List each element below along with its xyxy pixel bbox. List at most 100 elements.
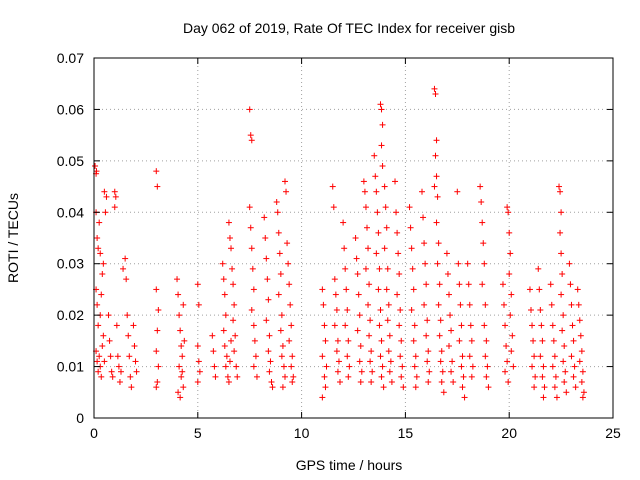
data-point <box>397 307 404 313</box>
data-point <box>286 337 293 344</box>
data-point <box>101 188 108 195</box>
data-point <box>431 183 438 190</box>
data-point <box>454 188 461 195</box>
data-point <box>539 337 546 344</box>
data-point <box>419 188 426 195</box>
data-point <box>178 343 185 349</box>
data-point <box>101 358 108 365</box>
data-point <box>411 322 418 329</box>
data-point <box>212 373 219 380</box>
data-point <box>377 101 384 108</box>
data-point <box>400 384 407 391</box>
data-point <box>275 229 282 236</box>
data-point <box>395 250 402 257</box>
data-point <box>288 363 295 370</box>
data-point <box>368 379 375 385</box>
data-point <box>322 337 329 344</box>
data-point <box>368 348 375 355</box>
data-point <box>437 358 444 365</box>
data-point <box>109 373 116 380</box>
data-point <box>529 363 536 370</box>
data-point <box>100 332 107 339</box>
data-point <box>361 188 368 195</box>
data-point <box>99 271 106 277</box>
data-point <box>385 348 392 355</box>
data-point <box>386 368 393 375</box>
data-point <box>549 363 556 370</box>
data-point <box>579 394 586 401</box>
data-point <box>94 235 101 241</box>
data-point <box>247 132 254 139</box>
grid-lines <box>94 58 613 418</box>
data-point <box>280 363 287 370</box>
data-point <box>323 363 330 370</box>
data-point <box>423 281 430 288</box>
data-point <box>252 353 259 360</box>
data-point <box>397 353 404 360</box>
data-point <box>506 271 513 277</box>
data-point <box>333 307 340 313</box>
data-point <box>321 322 328 329</box>
data-point <box>365 301 372 308</box>
data-point <box>560 312 567 319</box>
data-point <box>465 281 472 288</box>
data-point <box>431 85 438 92</box>
data-point <box>575 301 582 308</box>
data-point <box>261 214 268 221</box>
data-point <box>381 245 388 252</box>
data-point <box>374 209 381 216</box>
data-point <box>285 260 292 267</box>
data-point <box>178 373 185 380</box>
data-point <box>289 353 296 360</box>
data-point <box>357 343 364 349</box>
data-point <box>469 363 476 370</box>
data-point <box>484 363 491 370</box>
data-point <box>535 265 542 272</box>
data-point <box>556 183 563 190</box>
data-point <box>232 332 239 339</box>
data-point <box>344 307 351 313</box>
data-point <box>458 363 465 370</box>
data-point <box>422 260 429 267</box>
data-point <box>571 363 578 370</box>
data-point <box>357 379 364 385</box>
data-point <box>153 384 160 391</box>
data-point <box>251 337 258 344</box>
data-point <box>386 332 393 339</box>
data-point <box>266 368 273 375</box>
data-point <box>267 358 274 365</box>
data-point <box>279 384 286 391</box>
data-point <box>355 291 362 298</box>
data-point <box>507 250 514 257</box>
chart-title: Day 062 of 2019, Rate Of TEC Index for r… <box>183 20 515 36</box>
data-point <box>409 265 416 272</box>
data-point <box>468 337 475 344</box>
data-point <box>356 312 363 319</box>
data-point <box>576 358 583 365</box>
data-point <box>459 353 466 360</box>
data-point <box>448 368 455 375</box>
data-point <box>508 291 515 298</box>
data-point <box>266 332 273 339</box>
data-point <box>576 317 583 324</box>
data-point <box>539 373 546 380</box>
data-point <box>290 373 297 380</box>
data-point <box>253 373 260 380</box>
data-point <box>551 353 558 360</box>
data-point <box>249 265 256 272</box>
data-point <box>379 121 386 128</box>
data-point <box>367 358 374 365</box>
data-point <box>233 363 240 370</box>
data-point <box>393 209 400 216</box>
data-point <box>276 250 283 257</box>
data-point <box>439 368 446 375</box>
data-point <box>375 286 382 293</box>
data-point <box>122 255 129 262</box>
data-point <box>230 317 237 324</box>
data-point <box>578 379 585 385</box>
data-point <box>459 384 466 391</box>
data-point <box>421 301 428 308</box>
data-point <box>563 389 570 396</box>
data-point <box>92 163 99 169</box>
data-point <box>375 229 382 236</box>
